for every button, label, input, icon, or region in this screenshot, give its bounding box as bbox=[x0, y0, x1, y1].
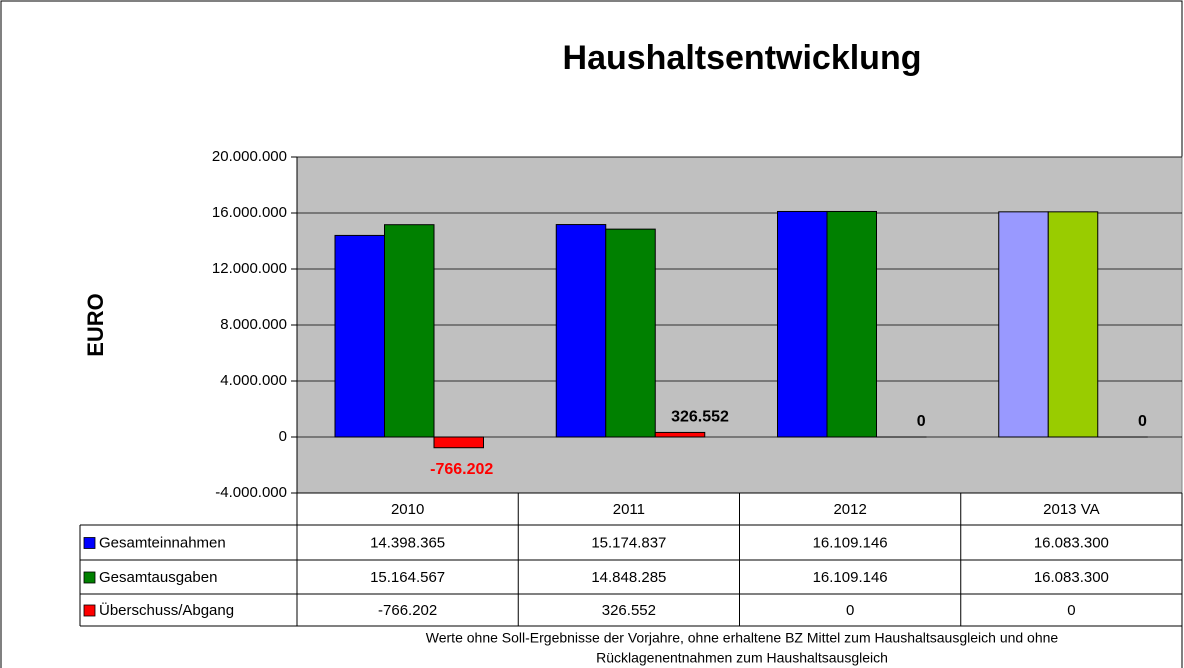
legend-label: Gesamtausgaben bbox=[99, 569, 217, 586]
note: Werte ohne Soll-Ergebnisse der Vorjahre,… bbox=[426, 630, 1059, 646]
bar bbox=[433, 436, 484, 449]
legend-label: Gesamteinnahmen bbox=[99, 534, 226, 551]
y-tick-label: 20.000.000 bbox=[212, 148, 287, 165]
x-tick-label: 2010 bbox=[391, 501, 424, 518]
legend-key bbox=[83, 571, 96, 584]
bar bbox=[777, 210, 828, 438]
data-label: 0 bbox=[917, 413, 926, 430]
table-cell: 16.109.146 bbox=[813, 534, 888, 551]
bar bbox=[555, 224, 607, 438]
table-cell: -766.202 bbox=[378, 602, 437, 619]
bar bbox=[334, 234, 385, 438]
table-cell: 16.083.300 bbox=[1034, 534, 1109, 551]
table-cell: 15.174.837 bbox=[591, 534, 666, 551]
x-tick-label: 2012 bbox=[833, 501, 866, 518]
bar bbox=[384, 224, 435, 438]
table-cell: 14.398.365 bbox=[370, 534, 445, 551]
table-cell: 16.109.146 bbox=[813, 569, 888, 586]
y-tick-label: 16.000.000 bbox=[212, 204, 287, 221]
bar bbox=[1047, 211, 1099, 438]
data-label: 0 bbox=[1138, 413, 1147, 430]
note: Rücklagenentnahmen zum Haushaltsausgleic… bbox=[596, 650, 888, 666]
data-label: -766.202 bbox=[430, 461, 493, 478]
bar bbox=[605, 228, 656, 438]
y-axis-label: EURO bbox=[83, 293, 108, 357]
legend-key bbox=[83, 604, 96, 617]
data-label: 326.552 bbox=[671, 409, 729, 426]
table-cell: 14.848.285 bbox=[591, 569, 666, 586]
table-cell: 0 bbox=[1067, 602, 1075, 619]
y-tick-label: 8.000.000 bbox=[220, 316, 287, 333]
table-cell: 16.083.300 bbox=[1034, 569, 1109, 586]
y-tick-label: 12.000.000 bbox=[212, 260, 287, 277]
table-cell: 15.164.567 bbox=[370, 569, 445, 586]
legend-label: Überschuss/Abgang bbox=[99, 601, 234, 619]
legend-key bbox=[83, 537, 96, 549]
bar bbox=[654, 431, 706, 438]
x-tick-label: 2011 bbox=[613, 501, 645, 518]
table-cell: 326.552 bbox=[602, 602, 656, 619]
x-tick-label: 2013 VA bbox=[1043, 501, 1099, 518]
bar bbox=[826, 210, 877, 438]
bar bbox=[998, 211, 1049, 438]
table-cell: 0 bbox=[846, 602, 854, 619]
y-tick-label: 0 bbox=[279, 428, 287, 445]
chart-title: Haushaltsentwicklung bbox=[563, 39, 922, 77]
y-tick-label: 4.000.000 bbox=[220, 372, 287, 389]
y-tick-label: -4.000.000 bbox=[215, 484, 287, 501]
